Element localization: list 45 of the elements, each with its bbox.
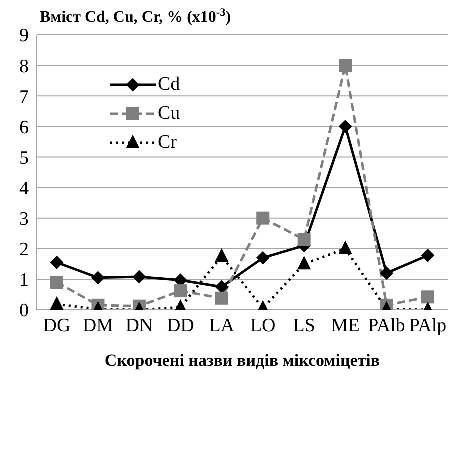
y-tick-label: 9 <box>20 26 29 47</box>
x-tick-label: DN <box>126 315 154 336</box>
point <box>256 212 270 225</box>
y-tick-label: 1 <box>20 270 29 292</box>
point <box>132 270 146 284</box>
point <box>215 292 228 305</box>
x-axis-title: Скорочені назви видів міксоміцетів <box>104 351 380 370</box>
point <box>215 280 228 294</box>
point <box>256 252 270 265</box>
y-tick-label: 0 <box>20 300 29 322</box>
point <box>298 233 311 246</box>
point <box>298 256 311 270</box>
legend-label: Cr <box>158 132 177 154</box>
x-tick-label: PAlp <box>409 315 447 336</box>
legend-label: Cd <box>158 74 180 96</box>
x-tick-label: DM <box>82 315 114 336</box>
point <box>422 290 434 304</box>
y-tick-label: 5 <box>20 148 29 169</box>
x-tick-label: ME <box>331 315 360 336</box>
point <box>215 249 228 262</box>
y-tick-label: 3 <box>20 209 29 230</box>
point <box>50 297 64 310</box>
point <box>50 256 64 270</box>
point <box>50 276 64 289</box>
y-tick-label: 4 <box>20 178 30 200</box>
point <box>380 266 394 280</box>
point <box>92 271 105 284</box>
x-tick-label: LA <box>209 315 235 336</box>
x-tick-label: PAlb <box>368 315 406 336</box>
y-tick-label: 8 <box>20 56 29 78</box>
y-tick-label: 6 <box>20 117 29 138</box>
legend-label: Cu <box>158 102 180 124</box>
x-tick-label: DG <box>43 315 71 336</box>
chart-title: Вміст Cd, Cu, Cr, % (x10$^{-3}$) <box>40 7 232 26</box>
x-tick-label: LO <box>250 315 276 336</box>
x-tick-label: LS <box>293 315 316 336</box>
point <box>174 284 188 298</box>
x-tick-label: DD <box>166 315 194 336</box>
point <box>339 241 352 254</box>
point <box>422 249 434 262</box>
point <box>339 59 352 72</box>
y-tick-label: 7 <box>20 86 29 108</box>
point <box>174 274 188 287</box>
point <box>339 120 352 134</box>
y-tick-label: 2 <box>20 240 29 261</box>
